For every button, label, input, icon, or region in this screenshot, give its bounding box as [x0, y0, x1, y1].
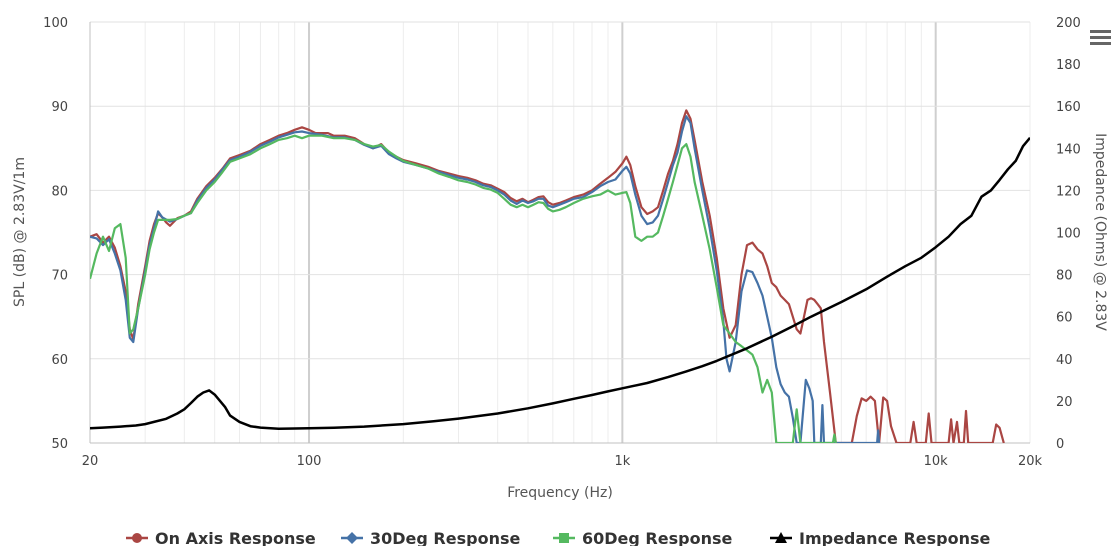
y2-tick-label: 140 — [1056, 142, 1081, 157]
series-line-impedance-response[interactable] — [90, 136, 1030, 430]
x-tick-label: 10k — [924, 454, 949, 469]
y2-tick-label: 20 — [1056, 395, 1073, 410]
legend-marker-square — [559, 533, 569, 543]
x-tick-label: 20 — [82, 454, 99, 469]
legend-label[interactable]: 60Deg Response — [582, 529, 732, 546]
series-line-on-axis-response[interactable] — [90, 109, 1005, 443]
y-tick-label: 70 — [51, 269, 68, 284]
x-tick-label: 100 — [297, 454, 322, 469]
y-tick-label: 80 — [51, 184, 68, 199]
y-tick-label: 50 — [51, 437, 68, 452]
y-tick-label: 100 — [43, 16, 68, 31]
x-tick-label: 1k — [614, 454, 630, 469]
y-tick-label: 90 — [51, 100, 68, 115]
legend-marker-triangle — [775, 532, 787, 543]
series-layer — [90, 109, 1030, 443]
y2-tick-label: 160 — [1056, 100, 1081, 115]
x-axis-title: Frequency (Hz) — [507, 485, 613, 501]
y2-tick-label: 100 — [1056, 227, 1081, 242]
y2-tick-label: 120 — [1056, 184, 1081, 199]
legend-label[interactable]: 30Deg Response — [370, 529, 520, 546]
x-tick-labels: 20 100 1k 10k 20k — [82, 454, 1043, 469]
series-line-60deg-response[interactable] — [90, 134, 837, 443]
y-tick-label: 60 — [51, 353, 68, 368]
legend-label[interactable]: On Axis Response — [155, 529, 316, 546]
y2-tick-label: 80 — [1056, 269, 1073, 284]
legend-marker-circle — [132, 533, 142, 543]
legend: On Axis Response 30Deg Response 60Deg Resp… — [126, 529, 991, 546]
legend-item[interactable]: 60Deg Response — [553, 529, 732, 546]
y2-tick-label: 0 — [1056, 437, 1064, 452]
plot-background — [90, 22, 1030, 443]
y2-tick-label: 200 — [1056, 16, 1081, 31]
x-tick-label: 20k — [1018, 454, 1043, 469]
x-grid — [89, 22, 1031, 443]
y2-tick-label: 180 — [1056, 58, 1081, 73]
y2-tick-label: 40 — [1056, 353, 1073, 368]
y2-axis-title: Impedance (Ohms) @ 2.83V — [1092, 133, 1108, 331]
legend-marker-diamond — [346, 532, 358, 544]
y2-tick-labels: 0 20 40 60 80 100 120 140 160 180 200 — [1056, 16, 1081, 452]
series-line-30deg-response[interactable] — [90, 115, 881, 443]
legend-item[interactable]: 30Deg Response — [341, 529, 520, 546]
chart-menu-button[interactable] — [1088, 26, 1111, 50]
legend-item[interactable]: On Axis Response — [126, 529, 316, 546]
legend-item[interactable]: Impedance Response — [770, 529, 991, 546]
legend-label[interactable]: Impedance Response — [799, 529, 991, 546]
y-axis-title: SPL (dB) @ 2.83V/1m — [12, 157, 28, 307]
y-tick-labels: 50 60 70 80 90 100 — [43, 16, 68, 452]
y2-tick-label: 60 — [1056, 311, 1073, 326]
hamburger-menu-icon[interactable] — [1090, 30, 1111, 45]
